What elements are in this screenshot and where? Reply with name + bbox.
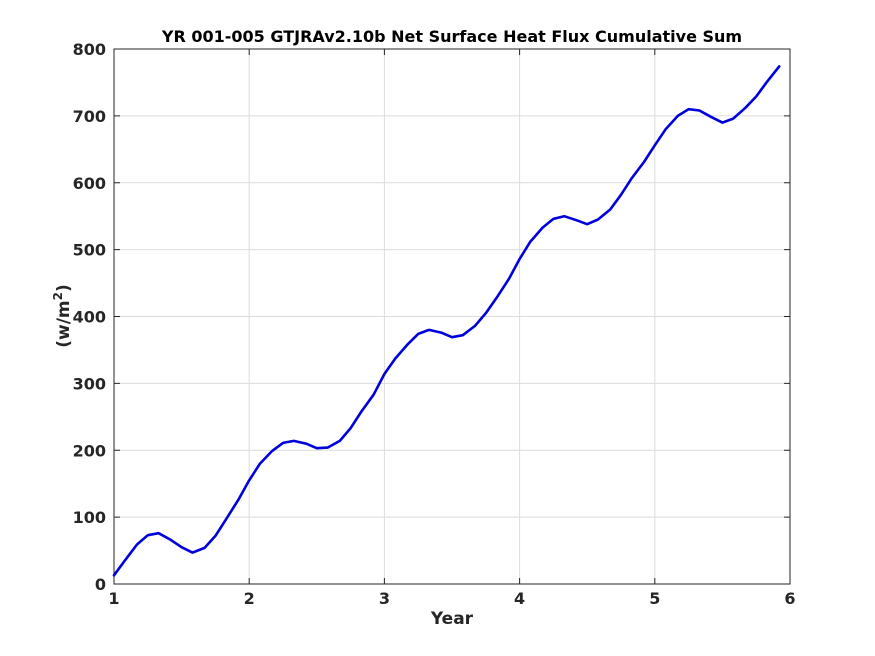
series-line-0 bbox=[112, 65, 781, 577]
x-axis-label: Year bbox=[430, 609, 474, 629]
axis-ticks: 1 2 3 4 5 6 0 100 200 300 400 500 600 700 800 bbox=[73, 40, 796, 608]
y-tick-label: 200 bbox=[73, 441, 106, 460]
y-tick-label: 500 bbox=[73, 241, 106, 260]
data-series bbox=[112, 65, 781, 577]
x-tick-label: 2 bbox=[244, 589, 255, 608]
y-axis-label: (w/m2) bbox=[51, 284, 74, 348]
y-tick-label: 300 bbox=[73, 374, 106, 393]
y-tick-label: 800 bbox=[73, 40, 106, 59]
x-tick-label: 1 bbox=[108, 589, 119, 608]
y-tick-label: 600 bbox=[73, 174, 106, 193]
y-tick-label: 100 bbox=[73, 508, 106, 527]
y-axis-label-superscript: 2 bbox=[51, 292, 65, 300]
x-tick-label: 4 bbox=[514, 589, 525, 608]
y-axis-label-main: (w/m bbox=[54, 300, 74, 347]
x-tick-label: 3 bbox=[379, 589, 390, 608]
chart-title: YR 001-005 GTJRAv2.10b Net Surface Heat … bbox=[161, 27, 742, 46]
y-axis-label-end: ) bbox=[54, 284, 74, 292]
y-tick-label: 400 bbox=[73, 308, 106, 327]
y-tick-label: 700 bbox=[73, 107, 106, 126]
y-tick-label: 0 bbox=[95, 575, 106, 594]
x-tick-label: 6 bbox=[784, 589, 795, 608]
x-tick-label: 5 bbox=[649, 589, 660, 608]
